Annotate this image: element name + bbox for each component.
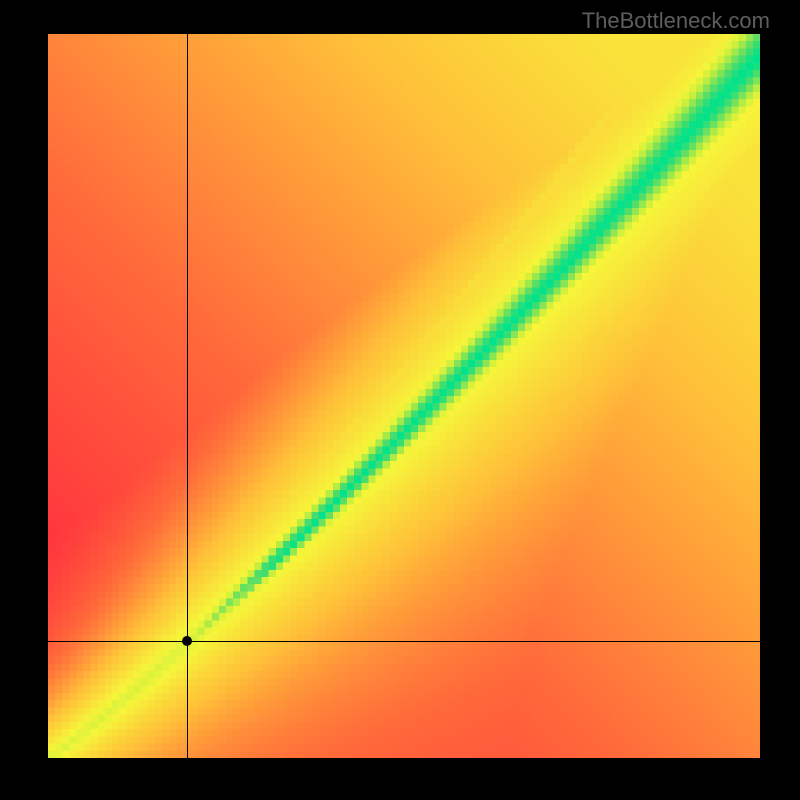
- crosshair-marker: [182, 636, 192, 646]
- crosshair-vertical: [187, 34, 188, 758]
- heatmap-plot: [48, 34, 760, 758]
- crosshair-horizontal: [48, 641, 760, 642]
- watermark-text: TheBottleneck.com: [582, 8, 770, 34]
- heatmap-canvas: [48, 34, 760, 758]
